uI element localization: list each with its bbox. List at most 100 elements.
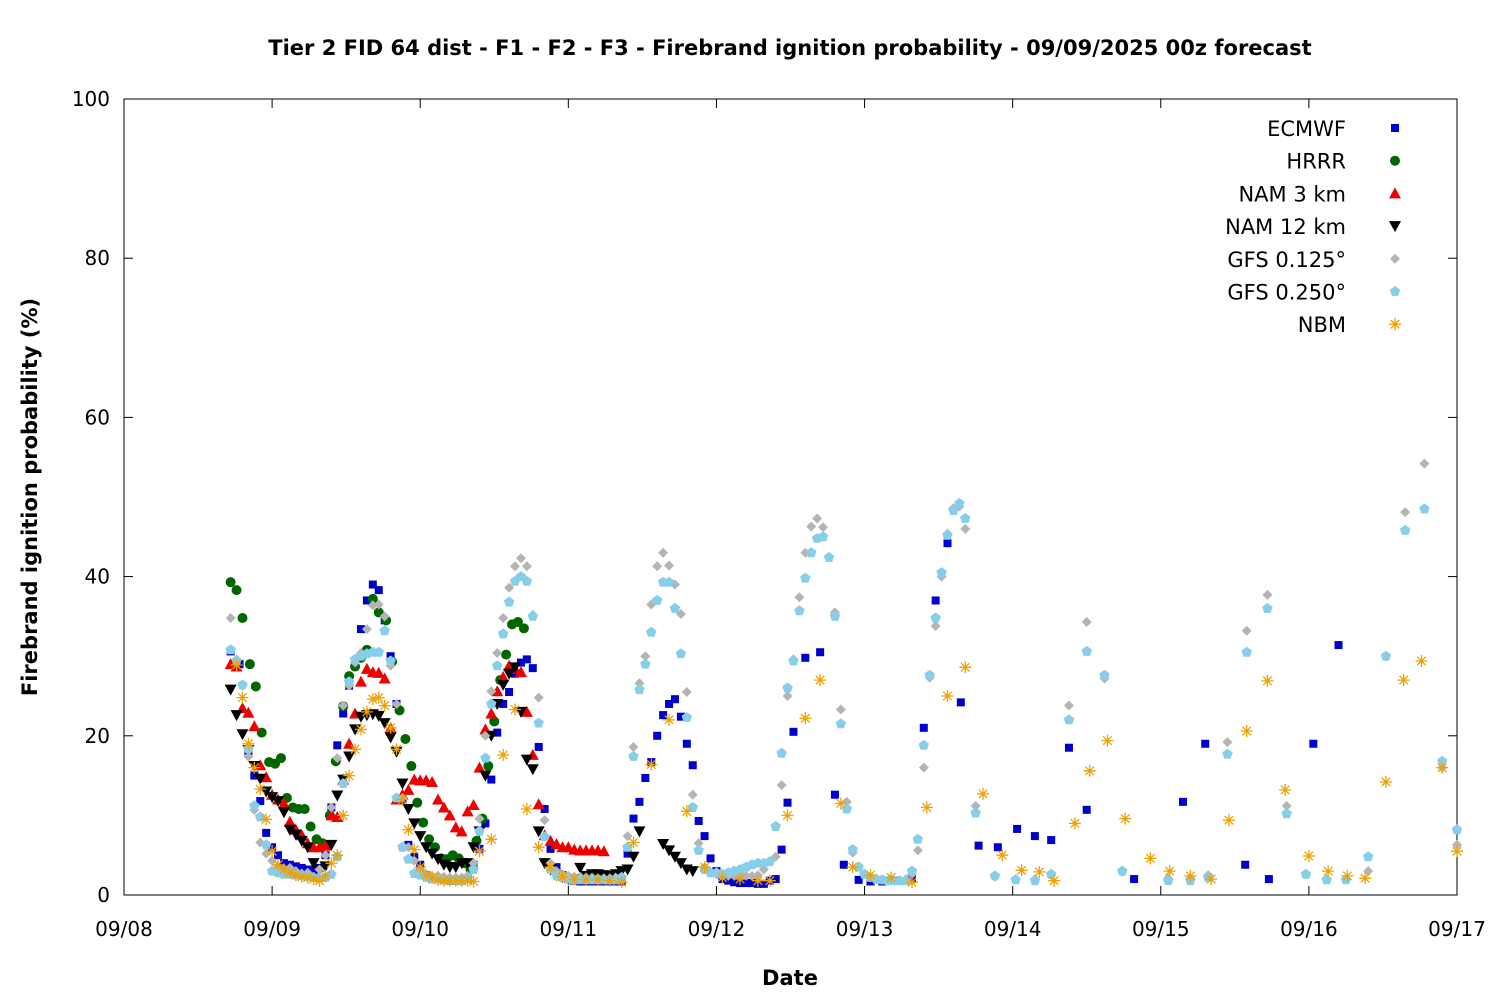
- data-point: [823, 552, 835, 562]
- data-point: [256, 797, 265, 806]
- data-point: [230, 710, 243, 722]
- data-point: [504, 582, 515, 593]
- data-points: [224, 458, 1463, 889]
- data-point: [319, 869, 332, 882]
- data-point: [277, 807, 290, 819]
- data-point: [621, 864, 634, 876]
- y-tick-label: 20: [85, 724, 110, 748]
- data-point: [412, 797, 423, 808]
- data-point: [374, 586, 383, 595]
- data-point: [492, 660, 503, 671]
- data-point: [362, 596, 371, 605]
- data-point: [1262, 602, 1273, 613]
- data-point: [1068, 817, 1081, 830]
- data-point: [1240, 725, 1253, 737]
- data-point: [1081, 616, 1092, 627]
- data-point: [426, 775, 439, 787]
- data-point: [379, 611, 390, 622]
- data-point: [254, 773, 267, 785]
- data-point: [498, 612, 509, 623]
- data-point: [763, 874, 776, 887]
- data-point: [846, 861, 859, 874]
- data-point: [544, 861, 557, 874]
- data-point: [461, 858, 474, 870]
- data-point: [406, 761, 417, 772]
- data-point: [326, 802, 337, 813]
- data-point: [960, 513, 971, 523]
- data-point: [539, 831, 550, 842]
- data-point: [970, 807, 981, 818]
- data-point: [468, 858, 479, 869]
- data-point: [528, 664, 537, 673]
- data-point: [248, 761, 261, 774]
- data-point: [480, 730, 491, 741]
- data-point: [943, 539, 952, 548]
- data-point: [503, 659, 516, 671]
- data-point: [275, 753, 286, 764]
- data-point: [272, 858, 284, 871]
- data-point: [274, 851, 283, 860]
- data-point: [431, 793, 444, 805]
- data-point: [390, 743, 403, 756]
- data-point: [623, 849, 632, 858]
- data-point: [912, 845, 923, 856]
- data-point: [634, 684, 645, 695]
- data-point: [367, 593, 378, 604]
- data-point: [628, 741, 639, 752]
- data-point: [397, 841, 408, 852]
- data-point: [806, 521, 817, 532]
- data-point: [497, 628, 509, 639]
- data-point: [706, 854, 715, 863]
- data-point: [224, 684, 237, 696]
- data-point: [320, 850, 331, 861]
- data-point: [515, 553, 526, 564]
- legend-label: NAM 12 km: [1225, 215, 1346, 239]
- data-point: [313, 874, 326, 887]
- data-point: [652, 561, 663, 572]
- data-point: [568, 873, 581, 886]
- data-point: [343, 676, 355, 687]
- data-point: [653, 731, 662, 740]
- data-point: [432, 873, 444, 886]
- data-point: [408, 843, 421, 856]
- data-point: [493, 728, 502, 737]
- data-point: [1341, 869, 1354, 882]
- data-point: [764, 856, 775, 866]
- data-point: [693, 844, 704, 855]
- data-point: [538, 858, 551, 870]
- data-point: [367, 600, 378, 611]
- data-point: [520, 803, 533, 815]
- data-point: [491, 685, 504, 697]
- data-point: [501, 649, 512, 660]
- data-point: [954, 497, 965, 508]
- data-point: [481, 819, 490, 828]
- data-point: [366, 693, 379, 706]
- data-point: [847, 844, 858, 855]
- data-point: [289, 869, 302, 882]
- data-point: [1184, 869, 1197, 882]
- data-point: [1063, 714, 1075, 725]
- data-point: [751, 874, 764, 887]
- data-point: [516, 658, 525, 667]
- data-point: [830, 790, 839, 799]
- data-point: [919, 723, 928, 732]
- data-point: [680, 805, 693, 818]
- data-point: [597, 845, 610, 857]
- data-point: [360, 662, 373, 674]
- data-point: [497, 748, 510, 761]
- data-point: [521, 561, 532, 572]
- data-point: [521, 575, 533, 586]
- data-point: [1030, 832, 1039, 841]
- y-tick-label: 100: [72, 87, 110, 111]
- data-point: [1322, 865, 1335, 878]
- data-point: [509, 703, 521, 716]
- data-point: [461, 805, 474, 817]
- data-point: [628, 751, 639, 761]
- data-point: [800, 572, 811, 583]
- data-point: [225, 577, 236, 588]
- data-point: [497, 670, 510, 682]
- data-point: [468, 864, 479, 874]
- data-point: [622, 841, 633, 852]
- data-point: [1309, 739, 1318, 748]
- data-point: [479, 770, 492, 782]
